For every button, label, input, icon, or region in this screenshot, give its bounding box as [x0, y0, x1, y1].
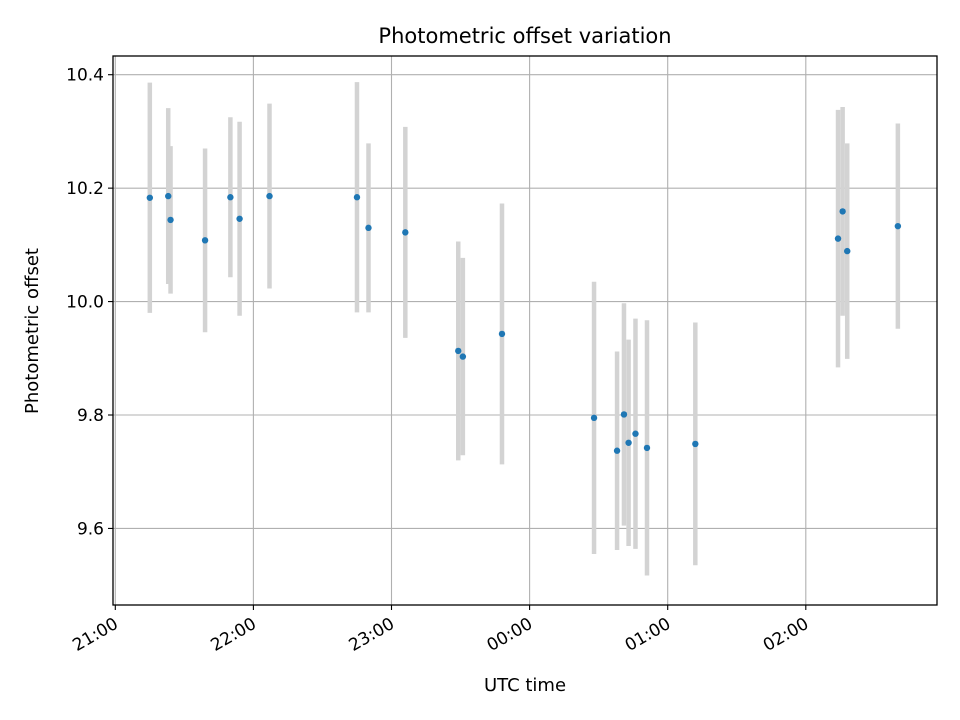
data-point [834, 235, 842, 242]
data-point [498, 330, 506, 338]
grid-lines [113, 56, 937, 605]
chart-title: Photometric offset variation [378, 24, 671, 48]
data-point [632, 430, 639, 437]
data-point [839, 208, 846, 215]
data-point [692, 440, 699, 448]
y-axis-title: Photometric offset [22, 248, 43, 414]
y-axis-ticks: 9.6 9.8 10.0 10.2 10.4 [66, 66, 113, 539]
plot-frame [112, 55, 938, 606]
data-point [146, 194, 154, 201]
data-point [201, 237, 209, 244]
data-point [365, 224, 372, 232]
data-point [266, 192, 273, 200]
data-point [590, 414, 598, 422]
data-point [227, 194, 234, 201]
y-tick-label: 10.2 [66, 179, 104, 199]
data-point [455, 347, 462, 355]
data-point [625, 439, 632, 446]
data-point [613, 447, 621, 454]
data-point [620, 411, 628, 418]
data-point [894, 222, 902, 230]
data-point [353, 194, 361, 201]
y-tick-label: 10.4 [66, 66, 104, 86]
data-point [165, 192, 172, 200]
data-point [459, 353, 467, 360]
data-point [643, 444, 651, 452]
data-point [402, 229, 409, 236]
y-tick-label: 9.6 [77, 519, 104, 539]
data-point [236, 215, 243, 222]
data-point [844, 247, 851, 255]
data-points [146, 192, 902, 454]
x-axis-title: UTC time [484, 675, 566, 696]
y-tick-label: 9.8 [77, 406, 104, 426]
data-point [167, 216, 174, 224]
y-tick-label: 10.0 [66, 293, 104, 313]
